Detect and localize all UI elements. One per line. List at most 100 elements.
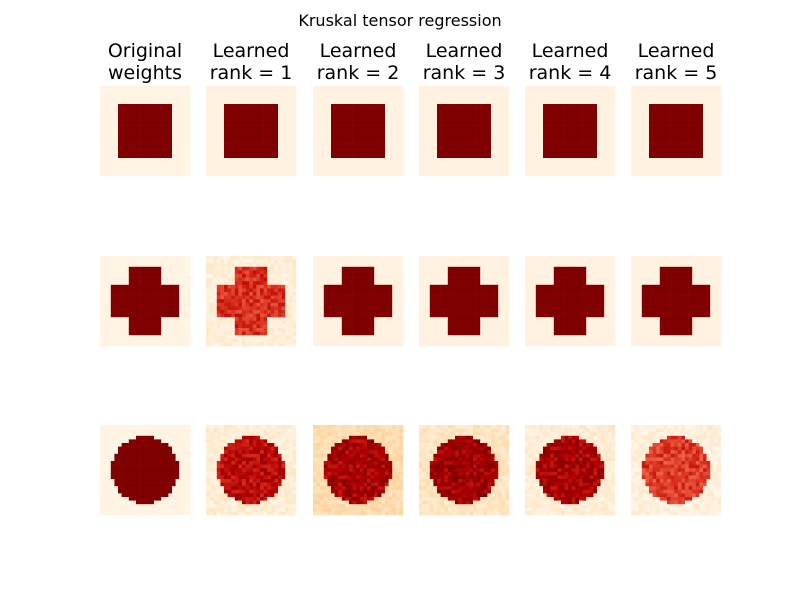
heatmap-cell xyxy=(281,168,286,173)
heatmap-cell xyxy=(487,136,492,141)
heatmap-cell xyxy=(483,96,488,101)
heatmap-cell xyxy=(216,172,221,177)
heatmap-cell xyxy=(249,172,254,177)
heatmap-cell xyxy=(270,96,275,101)
heatmap-cell xyxy=(114,317,119,322)
heatmap-cell xyxy=(586,104,591,108)
heatmap-cell xyxy=(150,259,155,264)
heatmap-cell xyxy=(143,93,148,98)
heatmap-cell xyxy=(263,136,268,141)
heatmap-cell xyxy=(399,172,404,177)
heatmap-cell xyxy=(103,256,108,260)
heatmap-cell xyxy=(224,281,228,286)
heatmap-cell xyxy=(670,143,675,148)
heatmap-cell xyxy=(422,140,427,144)
heatmap-cell xyxy=(175,111,180,116)
heatmap-cell xyxy=(543,122,547,126)
heatmap-cell xyxy=(695,93,700,98)
heatmap-cell xyxy=(491,104,495,108)
heatmap-cell xyxy=(501,129,506,134)
heatmap-cell xyxy=(604,89,609,94)
heatmap-cell xyxy=(281,107,286,112)
heatmap-cell xyxy=(231,306,236,311)
heatmap-cell xyxy=(278,86,282,90)
heatmap-cell xyxy=(681,114,686,119)
heatmap-cell xyxy=(278,295,282,300)
heatmap-cell xyxy=(132,100,137,105)
heatmap-cell xyxy=(213,172,218,177)
heatmap-cell xyxy=(582,118,587,123)
heatmap-cell xyxy=(182,306,187,311)
heatmap-cell xyxy=(395,89,400,94)
heatmap-cell xyxy=(469,154,474,159)
heatmap-cell xyxy=(331,150,335,155)
heatmap-cell xyxy=(469,89,474,94)
heatmap-cell xyxy=(143,100,148,105)
heatmap-cell xyxy=(349,147,353,152)
heatmap-cell xyxy=(281,299,286,304)
heatmap-cell xyxy=(121,172,126,177)
heatmap-cell xyxy=(670,165,675,170)
heatmap-cell xyxy=(706,172,711,177)
heatmap-cell xyxy=(292,93,297,98)
heatmap-cell xyxy=(132,104,137,108)
heatmap-cell xyxy=(505,168,510,173)
heatmap-cell xyxy=(611,100,616,105)
heatmap-cell xyxy=(227,274,232,278)
heatmap-cell xyxy=(674,147,679,152)
heatmap-cell xyxy=(681,118,686,123)
heatmap-cell xyxy=(717,161,722,166)
heatmap-cell xyxy=(107,168,112,173)
heatmap-cell xyxy=(388,100,393,105)
heatmap-cell xyxy=(557,107,562,112)
heatmap-cell xyxy=(370,100,375,105)
heatmap-cell xyxy=(419,118,423,123)
heatmap-cell xyxy=(458,154,463,159)
heatmap-cell xyxy=(374,104,379,108)
heatmap-cell xyxy=(172,107,176,112)
heatmap-cell xyxy=(245,132,250,137)
heatmap-cell xyxy=(224,125,228,130)
heatmap-cell xyxy=(267,114,272,119)
heatmap-cell xyxy=(473,118,477,123)
heatmap-cell xyxy=(267,111,272,116)
heatmap-cell xyxy=(681,122,686,126)
heatmap-cell xyxy=(323,104,328,108)
heatmap-cell xyxy=(292,154,297,159)
heatmap-cell xyxy=(164,302,169,307)
heatmap-cell xyxy=(667,129,671,134)
heatmap-cell xyxy=(179,147,184,152)
heatmap-cell xyxy=(186,96,191,101)
heatmap-cell xyxy=(331,93,335,98)
heatmap-cell xyxy=(455,107,459,112)
heatmap-cell xyxy=(107,274,112,278)
column-title-line: Learned xyxy=(426,40,503,62)
heatmap-cell xyxy=(114,274,119,278)
heatmap-cell xyxy=(175,288,180,293)
heatmap-cell xyxy=(132,292,137,296)
heatmap-cell xyxy=(118,324,122,329)
heatmap-cell xyxy=(579,93,583,98)
heatmap-cell xyxy=(216,132,221,137)
heatmap-cell xyxy=(349,136,353,141)
heatmap-cell xyxy=(374,172,379,177)
heatmap-cell xyxy=(465,143,470,148)
heatmap-cell xyxy=(429,93,434,98)
heatmap-cell xyxy=(659,125,664,130)
heatmap-cell xyxy=(288,338,293,343)
heatmap-cell xyxy=(281,154,286,159)
heatmap-cell xyxy=(281,147,286,152)
heatmap-cell xyxy=(494,111,499,116)
heatmap-cell xyxy=(292,324,297,329)
heatmap-cell xyxy=(285,89,290,94)
heatmap-cell xyxy=(349,154,353,159)
heatmap-cell xyxy=(473,150,477,155)
heatmap-cell xyxy=(118,96,122,101)
heatmap-cell xyxy=(164,281,169,286)
heatmap-cell xyxy=(285,263,290,268)
heatmap-cell xyxy=(444,96,449,101)
heatmap-cell xyxy=(206,158,210,162)
heatmap-cell xyxy=(392,86,397,90)
heatmap-cell xyxy=(611,132,616,137)
heatmap-cell xyxy=(110,147,115,152)
